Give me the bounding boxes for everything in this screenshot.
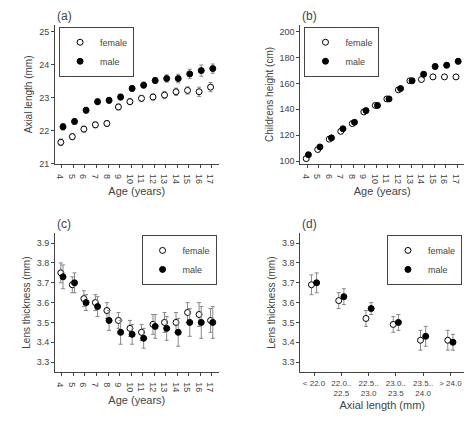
svg-text:5: 5 (312, 174, 322, 179)
svg-text:23.5..24.0: 23.5..24.0 (413, 379, 433, 398)
svg-text:male: male (183, 265, 203, 275)
svg-text:3.6: 3.6 (37, 298, 50, 308)
svg-text:7: 7 (90, 174, 100, 179)
svg-text:21: 21 (39, 159, 49, 169)
svg-text:11: 11 (136, 382, 146, 391)
svg-text:14: 14 (171, 382, 181, 392)
svg-text:11: 11 (136, 174, 146, 183)
svg-text:6: 6 (78, 382, 88, 387)
svg-text:3.4: 3.4 (37, 337, 50, 347)
svg-text:< 22.0: < 22.0 (303, 379, 326, 388)
svg-text:Age (years): Age (years) (354, 185, 411, 197)
svg-text:12: 12 (148, 174, 158, 184)
svg-text:3.9: 3.9 (37, 238, 50, 248)
svg-text:160: 160 (280, 79, 295, 89)
svg-text:4: 4 (55, 382, 65, 387)
svg-text:3.6: 3.6 (282, 298, 295, 308)
svg-text:12: 12 (148, 382, 158, 392)
svg-text:3.5: 3.5 (37, 318, 50, 328)
svg-text:22.0..22.5: 22.0..22.5 (331, 379, 351, 398)
svg-text:3.3: 3.3 (37, 357, 50, 367)
svg-text:23: 23 (39, 93, 49, 103)
svg-text:3.5: 3.5 (282, 318, 295, 328)
svg-text:16: 16 (194, 382, 204, 392)
svg-text:(b): (b) (302, 9, 317, 23)
svg-text:6: 6 (324, 174, 334, 179)
svg-text:25: 25 (39, 27, 49, 37)
svg-text:3.8: 3.8 (282, 258, 295, 268)
svg-text:Axial length (mm): Axial length (mm) (23, 55, 34, 133)
svg-text:> 24.0: > 24.0 (439, 379, 462, 388)
svg-text:13: 13 (405, 174, 415, 184)
svg-text:male: male (345, 57, 365, 67)
svg-text:7: 7 (335, 174, 345, 179)
svg-text:200: 200 (280, 27, 295, 37)
svg-text:8: 8 (102, 382, 112, 387)
svg-text:3.7: 3.7 (282, 278, 295, 288)
svg-text:100: 100 (280, 156, 295, 166)
svg-text:(c): (c) (57, 217, 71, 231)
svg-text:15: 15 (182, 382, 192, 392)
svg-text:120: 120 (280, 130, 295, 140)
svg-text:3.3: 3.3 (282, 357, 295, 367)
svg-text:16: 16 (439, 174, 449, 184)
svg-text:180: 180 (280, 53, 295, 63)
svg-text:10: 10 (125, 174, 135, 184)
svg-text:9: 9 (358, 174, 368, 179)
svg-text:3.8: 3.8 (37, 258, 50, 268)
svg-text:female: female (428, 246, 455, 256)
svg-text:3.4: 3.4 (282, 337, 295, 347)
svg-text:8: 8 (102, 174, 112, 179)
svg-text:22: 22 (39, 126, 49, 136)
svg-text:140: 140 (280, 104, 295, 114)
svg-text:male: male (428, 265, 448, 275)
svg-text:4: 4 (55, 174, 65, 179)
svg-text:male: male (100, 57, 120, 67)
svg-text:4: 4 (301, 174, 311, 179)
svg-text:5: 5 (67, 382, 77, 387)
svg-text:24: 24 (39, 60, 49, 70)
svg-text:Lens thickness (mm): Lens thickness (mm) (21, 256, 32, 348)
svg-text:female: female (183, 246, 210, 256)
svg-text:23.0..23.5: 23.0..23.5 (386, 379, 406, 398)
svg-text:female: female (345, 38, 372, 48)
svg-text:14: 14 (416, 174, 426, 184)
svg-text:22.5..23.0: 22.5..23.0 (359, 379, 379, 398)
svg-text:10: 10 (125, 382, 135, 392)
svg-text:(a): (a) (57, 9, 72, 23)
svg-text:14: 14 (171, 174, 181, 184)
svg-text:9: 9 (113, 174, 123, 179)
svg-text:10: 10 (370, 174, 380, 184)
svg-text:17: 17 (205, 382, 215, 392)
svg-text:Age (years): Age (years) (108, 394, 165, 406)
svg-text:3.9: 3.9 (282, 238, 295, 248)
svg-text:17: 17 (451, 174, 461, 184)
svg-text:3.7: 3.7 (37, 278, 50, 288)
svg-text:15: 15 (428, 174, 438, 184)
svg-text:Axial length (mm): Axial length (mm) (339, 399, 425, 411)
svg-text:17: 17 (205, 174, 215, 184)
svg-text:5: 5 (67, 174, 77, 179)
svg-text:Childrens height (cm): Childrens height (cm) (264, 47, 275, 142)
svg-text:13: 13 (159, 382, 169, 392)
svg-text:16: 16 (194, 174, 204, 184)
svg-text:13: 13 (159, 174, 169, 184)
svg-text:6: 6 (78, 174, 88, 179)
svg-text:Lens thickness (mm): Lens thickness (mm) (266, 256, 277, 348)
svg-text:12: 12 (393, 174, 403, 184)
svg-text:9: 9 (113, 382, 123, 387)
svg-text:11: 11 (381, 174, 391, 183)
svg-text:(d): (d) (302, 217, 317, 231)
svg-text:Age (years): Age (years) (108, 185, 165, 197)
svg-text:8: 8 (347, 174, 357, 179)
svg-text:15: 15 (182, 174, 192, 184)
svg-text:7: 7 (90, 382, 100, 387)
svg-text:female: female (100, 38, 127, 48)
